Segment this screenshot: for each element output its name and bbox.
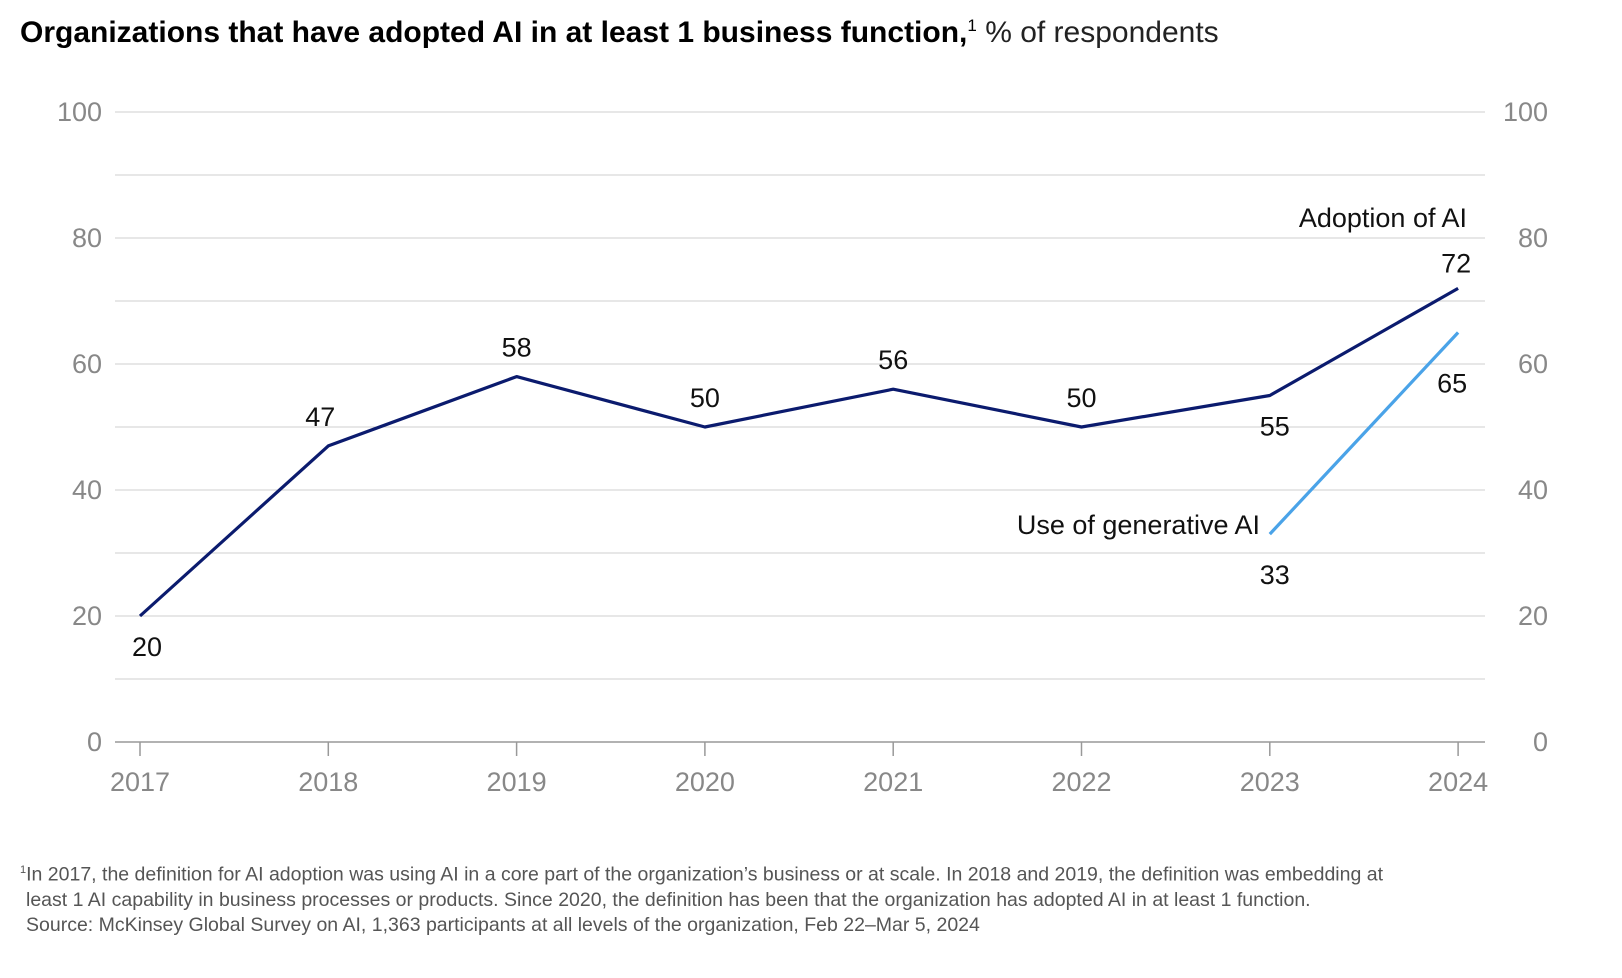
generative-ai-line [1268,331,1460,536]
y-tick-label-right: 80 [1518,223,1548,253]
y-tick-label-left: 100 [57,97,102,127]
y-tick-label-left: 60 [72,349,102,379]
series-label-generative-ai: Use of generative AI [1017,510,1260,540]
chart-title-block: Organizations that have adopted AI in at… [20,16,1219,50]
adoption-data-label: 58 [502,333,532,363]
generative-data-label: 33 [1260,560,1290,590]
y-tick-label-right: 60 [1518,349,1548,379]
source-line: Source: McKinsey Global Survey on AI, 1,… [26,913,980,936]
x-tick-label: 2022 [1051,767,1111,797]
series-label-adoption-of-ai: Adoption of AI [1299,203,1467,233]
x-tick-label: 2023 [1240,767,1300,797]
title-footnote-mark: 1 [967,16,977,35]
footnote-mark: 1 [20,864,27,876]
y-tick-label-right: 100 [1503,97,1548,127]
generative-data-label: 65 [1437,369,1467,399]
adoption-data-label: 50 [1066,383,1096,413]
y-tick-label-left: 0 [87,727,102,757]
x-tick-label: 2021 [863,767,923,797]
adoption-of-ai-line [138,287,1459,618]
adoption-data-label: 50 [690,383,720,413]
y-tick-label-right: 20 [1518,601,1548,631]
y-tick-label-left: 20 [72,601,102,631]
y-tick-label-right: 0 [1533,727,1548,757]
x-tick-label: 2019 [487,767,547,797]
x-tick-label: 2020 [675,767,735,797]
adoption-data-label: 56 [878,345,908,375]
adoption-data-label: 20 [132,632,162,662]
y-tick-label-left: 80 [72,223,102,253]
chart-subtitle: % of respondents [985,16,1219,49]
footnote-line-2: least 1 AI capability in business proces… [26,888,1311,911]
adoption-data-label: 55 [1260,412,1290,442]
y-tick-label-right: 40 [1518,475,1548,505]
y-tick-label-left: 40 [72,475,102,505]
footnote-line-1: 1In 2017, the definition for AI adoption… [20,863,1384,886]
x-tick-label: 2018 [298,767,358,797]
x-tick-label: 2024 [1428,767,1488,797]
x-tick-label: 2017 [110,767,170,797]
adoption-data-label: 72 [1441,248,1471,278]
footnote: 1In 2017, the definition for AI adoption… [20,858,1383,938]
adoption-data-label: 47 [305,402,335,432]
chart-title: Organizations that have adopted AI in at… [20,16,968,49]
